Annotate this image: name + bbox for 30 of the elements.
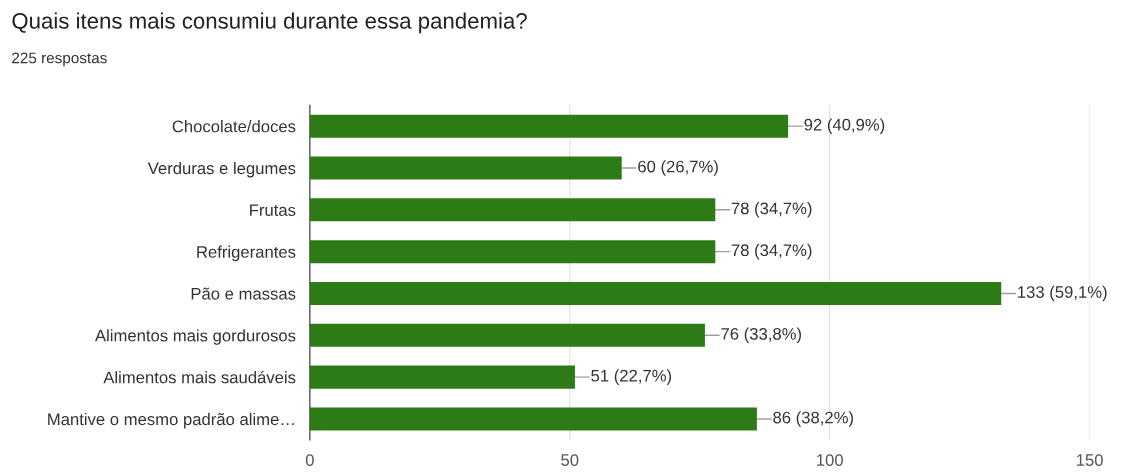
y-tick-label: Pão e massas <box>191 287 296 300</box>
text: 225 respostas <box>12 52 107 67</box>
x-tick-label: 0 <box>305 454 314 466</box>
bar <box>309 281 1002 305</box>
y-tick-label: Alimentos mais saudáveis <box>103 370 296 384</box>
y-tick-label: Frutas <box>250 204 296 217</box>
y-tick-label: Refrigerantes <box>197 245 296 262</box>
x-tick-label: 150 <box>1076 454 1103 466</box>
y-tick-label: Verduras e legumes <box>147 161 296 178</box>
bar <box>309 156 622 180</box>
data-label: 76 (33,8%) <box>721 327 802 344</box>
data-label: 133 (59,1%) <box>1018 285 1107 302</box>
bar <box>309 365 575 389</box>
bar <box>309 198 716 222</box>
bar <box>309 240 716 264</box>
data-label: 92 (40,9%) <box>804 118 885 134</box>
chart-title: Quais itens mais consumiu durante essa pandemia? <box>12 12 527 34</box>
x-tick-label: 100 <box>817 454 843 466</box>
x-tick-label: 50 <box>561 454 579 466</box>
bar <box>309 323 705 347</box>
data-label: 78 (34,7%) <box>731 202 812 218</box>
data-label: 86 (38,2%) <box>773 411 853 427</box>
y-tick-label: Mantive o mesmo padrão alime… <box>48 412 294 429</box>
bar <box>309 407 757 431</box>
bar <box>309 114 789 138</box>
data-label: 78 (34,7%) <box>731 243 812 260</box>
y-tick-label: Chocolate/doces <box>172 120 296 133</box>
y-tick-label: Alimentos mais gordurosos <box>95 329 296 345</box>
data-label: 60 (26,7%) <box>638 160 718 176</box>
data-label: 51 (22,7%) <box>591 369 672 385</box>
